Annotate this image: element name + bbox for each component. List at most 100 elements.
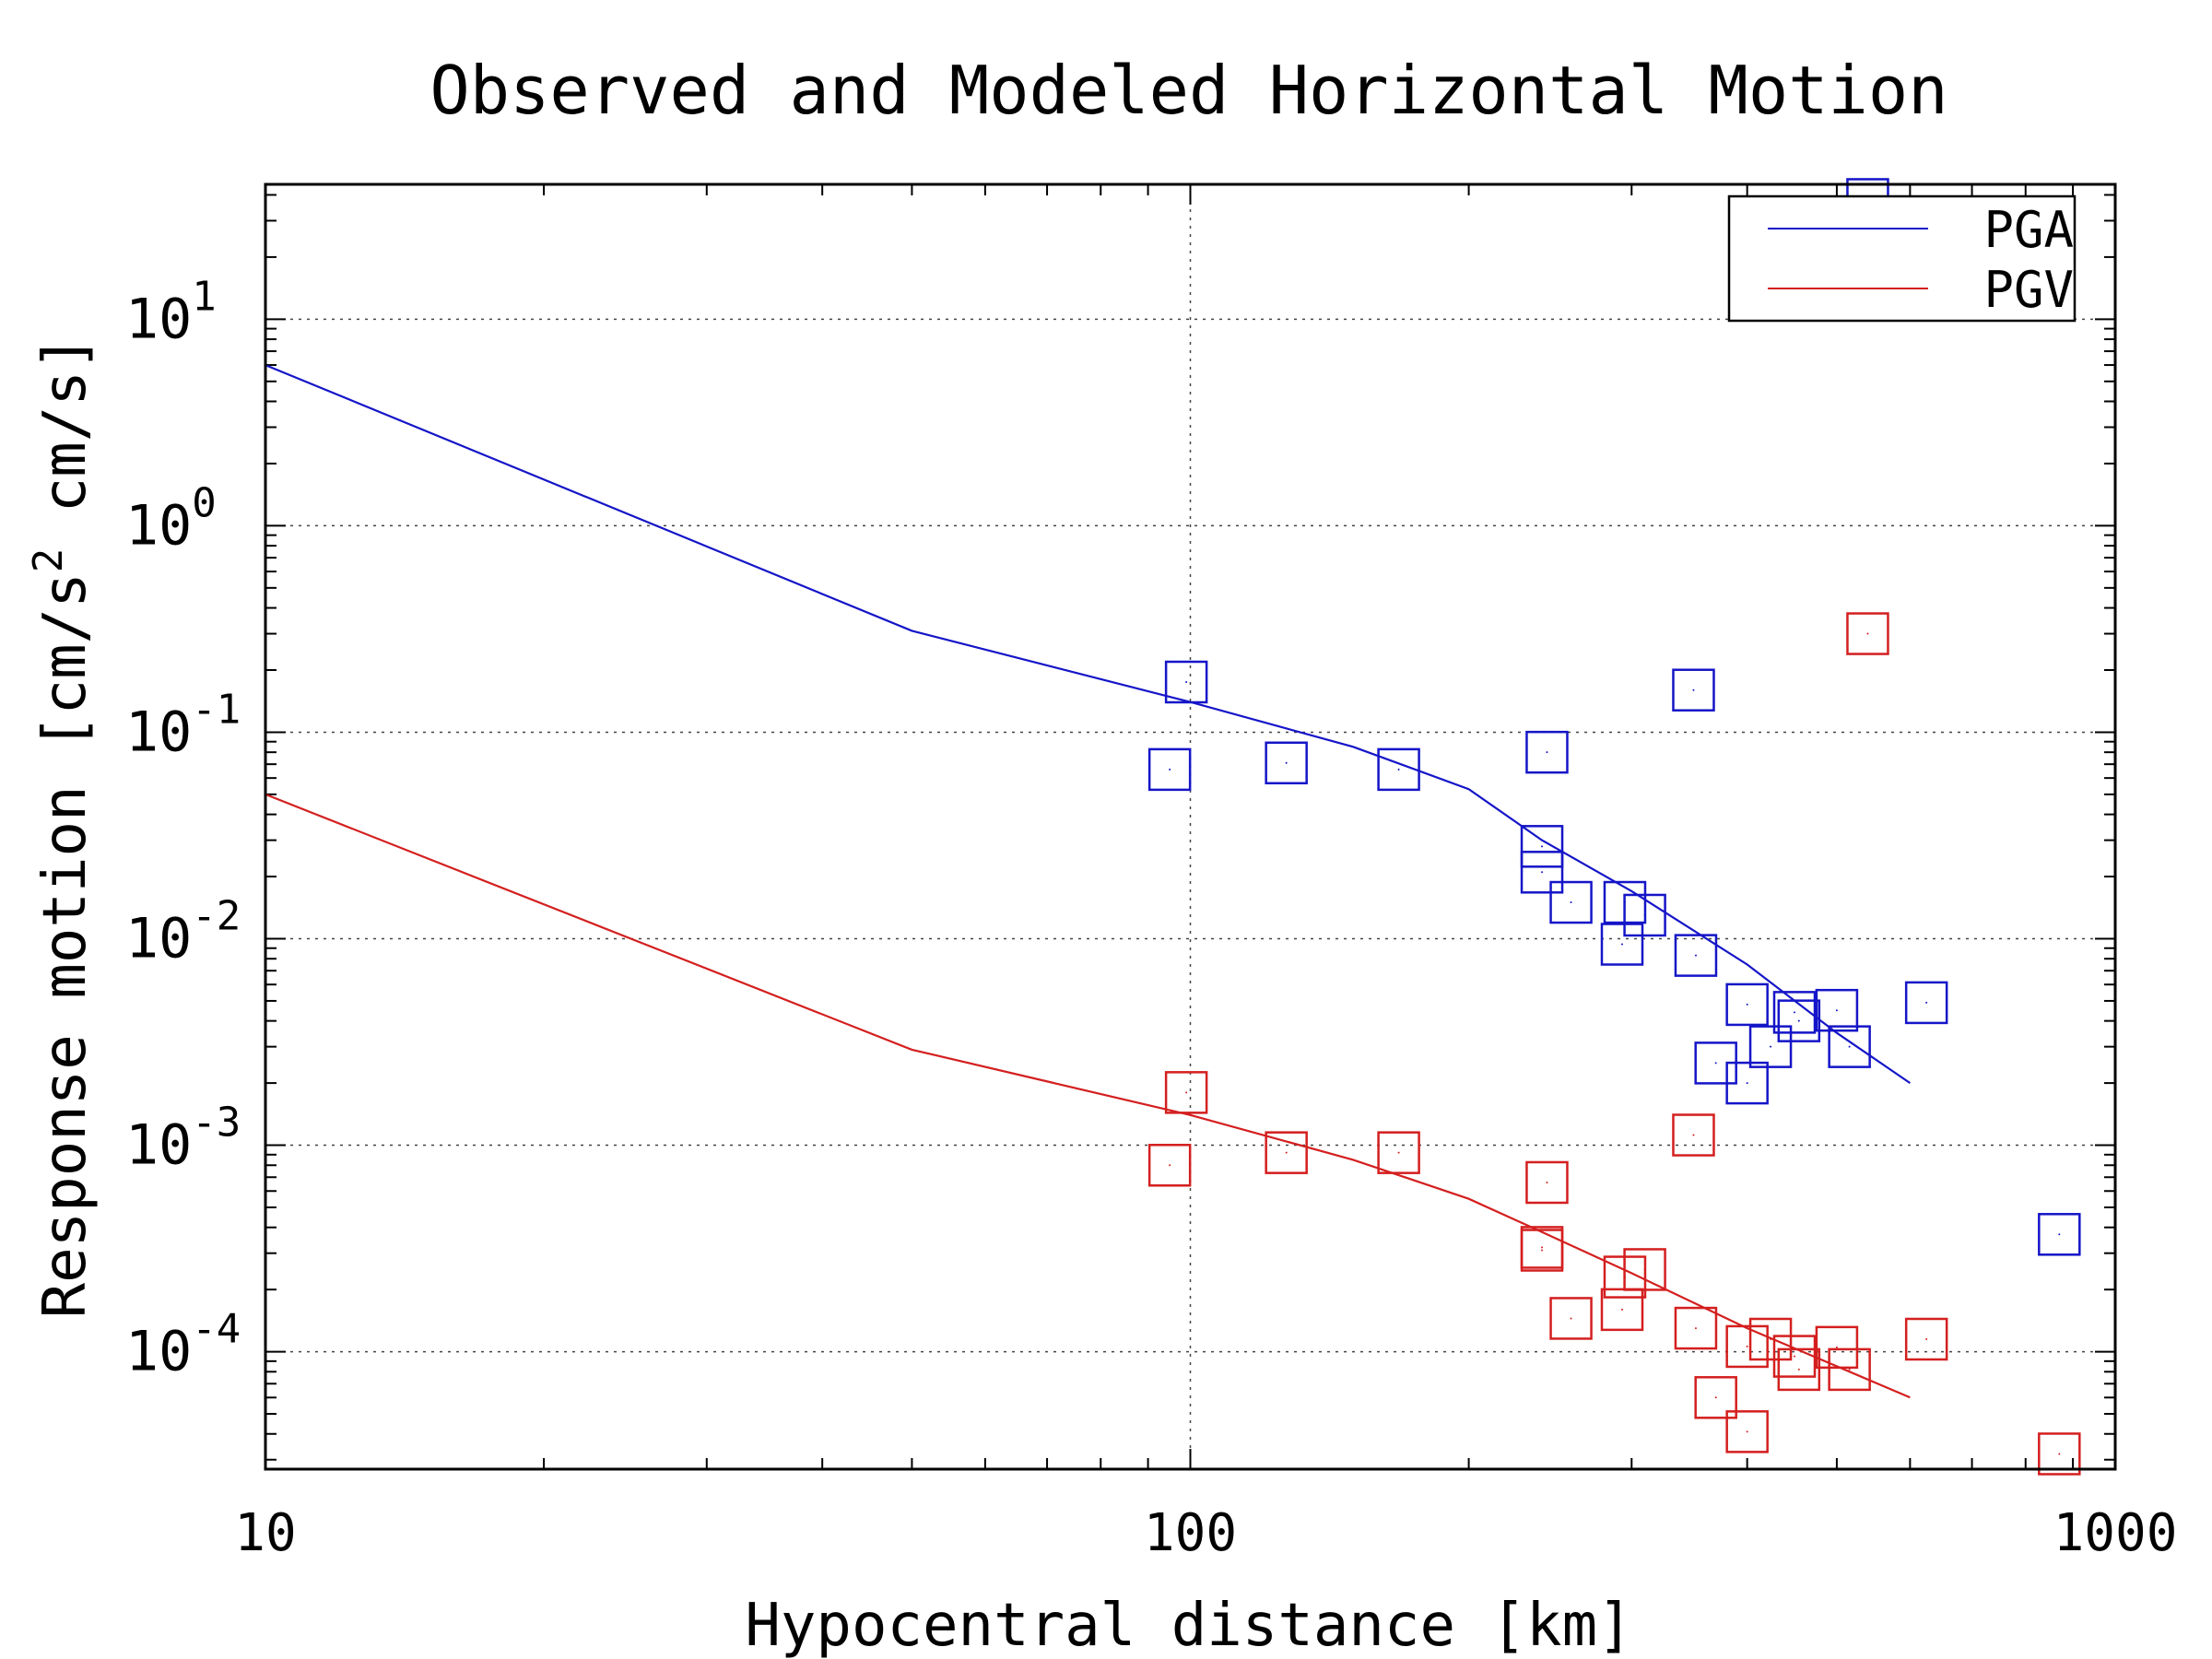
observed-point-pga [1397,768,1400,771]
observed-point-pga [1692,688,1695,691]
observed-marker-pgv [2038,1432,2081,1476]
observed-markers [1147,178,2081,1476]
observed-point-pgv [1541,1246,1544,1249]
observed-marker-pga [1674,934,1718,977]
observed-point-pga [1643,913,1646,916]
grid [265,184,2115,1469]
model-lines [265,364,1912,1399]
observed-point-pga [1770,1045,1772,1048]
observed-marker-pga [2038,1213,2081,1256]
observed-point-pgv [1692,1134,1695,1136]
observed-marker-pgv [1772,1335,1817,1378]
observed-point-pga [1570,901,1572,904]
x-axis-label: Hypocentral distance [km] [745,1592,1632,1659]
observed-point-pgv [1546,1181,1548,1183]
observed-marker-pga [1600,923,1644,966]
observed-point-pgv [1770,1337,1772,1340]
legend-label-pga: PGA [1983,201,2074,259]
observed-point-pgv [1541,1249,1544,1252]
legend: PGA PGV [1727,194,2077,323]
observed-marker-pgv [1525,1160,1569,1205]
observed-marker-pgv [1672,1113,1715,1157]
observed-marker-pga [1748,1025,1793,1068]
y-tick-label: 10-3 [125,1100,241,1178]
observed-point-pgv [1835,1346,1838,1348]
observed-point-pgv [1694,1327,1697,1330]
plot-frame [264,182,2117,1471]
observed-marker-pgv [1777,1347,1821,1392]
observed-point-pga [2058,1233,2061,1236]
chart-title: Observed and Modeled Horizontal Motion [429,52,1947,129]
observed-marker-pgv [1164,1071,1208,1114]
observed-point-pga [1746,1003,1748,1006]
y-axis-label-tail: cm/s] [31,335,100,548]
observed-point-pga [1797,1019,1800,1022]
observed-marker-pgv [1815,1325,1859,1370]
observed-point-pga [1546,751,1548,754]
observed-point-pga [1925,1001,1928,1004]
y-tick-label: 101 [125,273,217,351]
observed-point-pgv [2058,1453,2061,1455]
observed-marker-pga [1772,991,1817,1034]
model-line-pgv [265,793,1911,1399]
observed-point-pgv [1185,1091,1188,1094]
y-tick-label: 10-4 [125,1306,241,1384]
observed-point-pga [1169,768,1171,771]
observed-point-pga [1835,1009,1838,1012]
x-tick-label: 100 [1144,1503,1237,1563]
observed-marker-pgv [1904,1317,1948,1361]
observed-marker-pgv [1600,1288,1644,1332]
y-tick-label: 100 [125,479,217,558]
legend-label-pgv: PGV [1983,261,2074,319]
observed-marker-pga [1549,880,1593,924]
observed-marker-pga [1147,747,1192,792]
observed-marker-pgv [1265,1131,1308,1174]
axis-ticks [265,184,2115,1469]
observed-point-pgv [1793,1355,1795,1358]
observed-point-pgv [1925,1337,1928,1340]
observed-marker-pgv [1674,1306,1718,1350]
observed-point-pgv [1643,1268,1646,1271]
observed-point-pgv [1570,1317,1572,1320]
observed-marker-pgv [1549,1297,1593,1340]
observed-marker-pgv [1846,612,1889,655]
observed-marker-pgv [1694,1376,1737,1419]
observed-marker-pga [1623,893,1666,937]
legend-box [1727,194,2077,323]
observed-marker-pga [1377,747,1420,792]
observed-marker-pga [1777,999,1821,1042]
observed-marker-pga [1725,982,1769,1027]
observed-marker-pgv [1725,1324,1769,1369]
observed-marker-pgv [1828,1347,1871,1392]
observed-marker-pga [1520,825,1564,868]
observed-point-pgv [1714,1396,1717,1399]
observed-marker-pgv [1725,1410,1769,1453]
observed-marker-pgv [1623,1248,1666,1291]
observed-marker-pga [1520,851,1564,894]
observed-point-pga [1714,1062,1717,1065]
observed-marker-pgv [1147,1144,1192,1187]
observed-point-pgv [1397,1151,1400,1154]
observed-marker-pga [1525,730,1569,774]
x-tick-label: 10 [234,1503,296,1563]
observed-point-pga [1793,1011,1795,1014]
model-line-pga [265,364,1912,1085]
x-tick-labels: 10 100 1000 [234,1503,2177,1563]
observed-point-pga [1621,943,1624,946]
observed-marker-pga [1672,668,1715,712]
observed-point-pgv [1621,1308,1624,1311]
observed-point-pgv [1746,1430,1748,1433]
observed-point-pgv [1285,1151,1288,1154]
observed-marker-pga [1164,660,1208,704]
observed-point-pgv [1797,1368,1800,1371]
x-tick-label: 1000 [2053,1503,2178,1563]
observed-marker-pgv [1748,1317,1793,1361]
observed-point-pga [1848,1045,1851,1048]
y-axis-label: Response motion [cm/s2 cm/s] [25,335,100,1319]
observed-point-pgv [1866,632,1869,635]
observed-marker-pga [1904,981,1948,1025]
observed-point-pga [1746,1082,1748,1085]
observed-point-pga [1541,871,1544,874]
observed-marker-pga [1725,1061,1769,1105]
